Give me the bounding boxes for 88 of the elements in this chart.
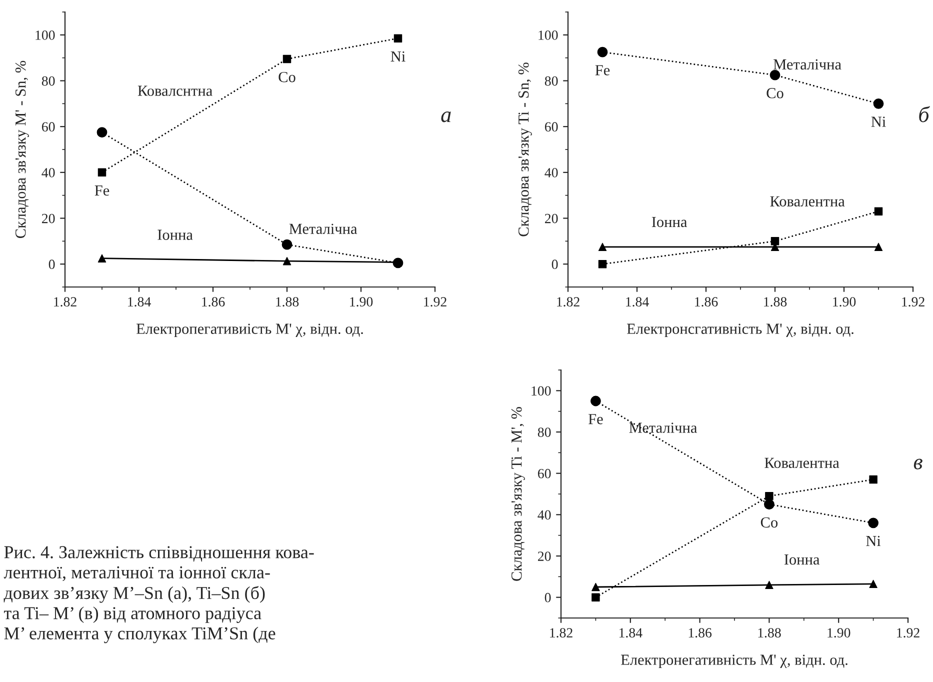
point [98,168,106,177]
x-tick-label: 1.88 [276,297,299,307]
y-tick-label: 80 [538,428,551,437]
point [96,127,108,138]
y-tick-label: 100 [532,386,551,396]
x-axis-title: Електропегативиість M' χ, відн. од. [136,324,363,338]
text: Рис. 4. Залежність співвідношення кова- лентної, металічної та іонної скла- дових зв’язку M’–Sn (а), Ti–Sn (б) та Ti– M’ (в) від атомного радіуса M’ елемента у сполуках TiM’Sn (де [4,546,314,644]
y-tick-label: 0 [48,260,55,270]
x-tick-label: 1.84 [626,297,649,307]
y-tick-label: 80 [544,76,558,86]
annotation: Fe [588,414,603,424]
point [770,237,780,246]
annotation: Ni [866,536,881,546]
point [282,256,292,266]
series-label: Ковалентна [764,458,840,468]
y-tick-label: 40 [42,168,55,178]
x-tick-label: 1.84 [619,628,642,638]
x-tick-label: 1.92 [902,297,924,307]
point [282,54,292,64]
x-tick-label: 1.82 [557,297,580,307]
series-label: Металічна [629,422,698,433]
x-axis-title: Електронсгативність M' χ, відн. од. [627,324,854,338]
series-label: Металічна [774,59,842,70]
x-tick-label: 1.84 [128,297,151,307]
y-axis-title: Складова зв'язку Ti - M', % [511,407,525,581]
point [765,580,774,590]
y-tick-label: 100 [538,30,558,40]
point [394,34,402,42]
y-tick-label: 60 [42,122,55,132]
point [282,239,292,250]
y-tick-label: 40 [544,168,558,178]
point [765,492,774,500]
point [770,70,780,80]
y-axis-title: Складова зв'язку Ti - Sn, % [518,62,532,236]
point [590,396,601,406]
annotation: Fe [595,65,610,76]
x-tick-label: 1.90 [833,297,856,307]
annotation: Co [278,72,296,82]
series-label: Ковалентна [770,196,845,206]
y-tick-label: 20 [545,214,558,224]
y-tick-label: 100 [36,30,55,40]
y-tick-label: 40 [538,510,551,520]
point [874,242,883,252]
x-tick-label: 1.86 [202,297,225,307]
y-tick-label: 80 [42,76,55,86]
text: б [919,106,930,122]
point [869,475,878,484]
y-tick-label: 60 [544,122,558,132]
point [764,499,774,510]
annotation: Fe [94,186,110,196]
x-tick-label: 1.92 [424,297,446,307]
x-tick-label: 1.88 [764,297,787,307]
point [598,260,607,268]
series-label: Металічна [289,224,358,234]
x-tick-label: 1.90 [350,297,373,307]
x-axis-title: Електронегативність M' χ, відн. од. [621,654,848,668]
text: а [441,112,451,122]
point [598,242,607,252]
y-tick-label: 60 [538,468,551,478]
annotation: Ni [390,51,406,62]
annotation: Co [760,517,778,528]
point [592,582,600,592]
point [868,518,878,528]
y-tick-label: 20 [538,552,551,561]
point [869,580,878,588]
text: в [914,458,922,470]
point [874,207,883,216]
y-tick-label: 20 [42,214,55,224]
x-tick-label: 1.82 [550,628,572,638]
series-label: Іонна [652,216,688,228]
x-tick-label: 1.88 [758,628,781,638]
annotation: Co [766,88,784,98]
point [592,593,600,602]
x-tick-label: 1.86 [688,628,712,638]
point [873,98,884,109]
x-tick-label: 1.90 [828,628,850,638]
y-tick-label: 0 [544,592,551,602]
point [597,46,608,58]
point [98,254,106,262]
x-tick-label: 1.82 [54,297,76,307]
series-label: Іонна [158,230,193,240]
x-tick-label: 1.92 [897,628,920,638]
annotation: Ni [871,116,886,127]
x-tick-label: 1.86 [695,297,718,307]
series-label: Ковалснтна [138,86,212,96]
y-axis-title: Складова зв'язку M' - Sn, % [15,60,29,238]
y-tick-label: 0 [552,260,558,270]
series-label: Іонна [784,554,820,565]
